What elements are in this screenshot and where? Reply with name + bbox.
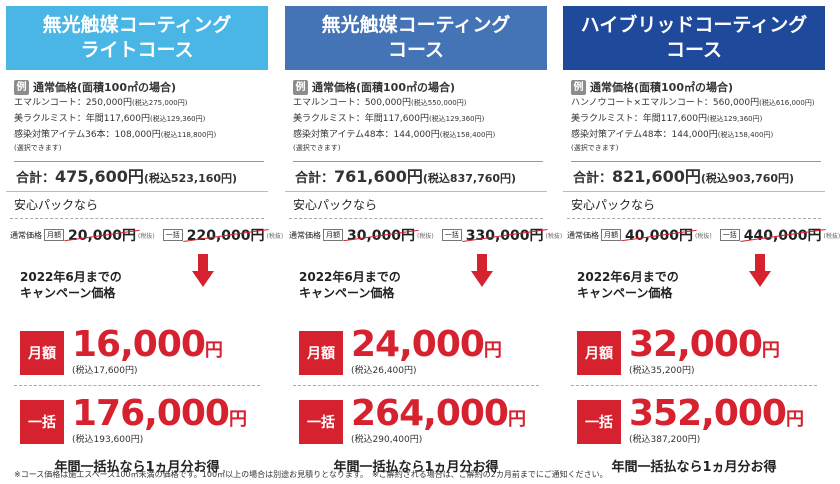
example-badge: 例 bbox=[293, 80, 308, 95]
item-tax: (税込616,000円) bbox=[759, 99, 815, 107]
monthly-label: 月額 bbox=[20, 331, 64, 375]
monthly-price-block: 月額 32,000円 (税込35,200円) bbox=[563, 317, 825, 385]
footnote: ※コース価格は施工スペース100㎡未満の価格です。100㎡以上の場合は別途お見積… bbox=[14, 470, 608, 479]
struck-lump-price: 220,000円 bbox=[185, 225, 267, 245]
standard-price-row: 通常価格 月額 30,000円 (税抜) 一括 330,000円 (税抜) bbox=[289, 218, 562, 245]
lump-label: 一括 bbox=[299, 400, 343, 444]
monthly-price-tax: (税込17,600円) bbox=[72, 366, 138, 376]
item-note: (選択できます) bbox=[293, 144, 341, 152]
lump-price: 176,000 bbox=[72, 393, 230, 434]
regular-price-breakdown: 例通常価格(面積100㎡の場合) エマルンコート：500,000円(税込550,… bbox=[285, 70, 547, 191]
item-line: 美ラクルミスト：年間117,600円 bbox=[14, 114, 150, 124]
standard-price-row: 通常価格 月額 40,000円 (税抜) 一括 440,000円 (税抜) bbox=[567, 218, 840, 245]
down-arrow-icon bbox=[749, 254, 771, 288]
item-line: エマルンコート：500,000円 bbox=[293, 98, 412, 108]
down-arrow-icon bbox=[471, 254, 493, 288]
divider bbox=[571, 385, 817, 386]
lump-price-block: 一括 264,000円 (税込290,400円) bbox=[285, 386, 547, 454]
lump-price: 352,000 bbox=[629, 393, 787, 434]
lump-price-tax: (税込193,600円) bbox=[72, 435, 144, 445]
item-line: 感染対策アイテム48本：144,000円 bbox=[293, 130, 440, 140]
safe-pack-label: 安心パックなら bbox=[285, 191, 547, 218]
standard-price-row: 通常価格 月額 20,000円 (税抜) 一括 220,000円 (税抜) bbox=[10, 218, 283, 245]
total-price: 合計：761,600円(税込837,760円) bbox=[293, 161, 543, 191]
lump-price-block: 一括 352,000円 (税込387,200円) bbox=[563, 386, 825, 454]
lump-price-block: 一括 176,000円 (税込193,600円) bbox=[6, 386, 268, 454]
lump-price-tax: (税込290,400円) bbox=[351, 435, 423, 445]
bonus-note: 年間一括払なら1ヵ月分お得 bbox=[333, 460, 499, 475]
monthly-price: 24,000 bbox=[351, 324, 485, 365]
item-tax: (税込550,000円) bbox=[411, 99, 467, 107]
total-price: 合計：821,600円(税込903,760円) bbox=[571, 161, 821, 191]
total-price: 合計：475,600円(税込523,160円) bbox=[14, 161, 264, 191]
lump-label: 一括 bbox=[577, 400, 621, 444]
example-badge: 例 bbox=[14, 80, 29, 95]
example-title: 通常価格(面積100㎡の場合) bbox=[33, 81, 177, 94]
regular-price-breakdown: 例通常価格(面積100㎡の場合) エマルンコート：250,000円(税込275,… bbox=[6, 70, 268, 191]
item-tax: (税込118,800円) bbox=[160, 131, 217, 139]
item-tax: (税込129,360円) bbox=[706, 115, 763, 123]
course-title: 無光触媒コーティング コース bbox=[285, 6, 547, 70]
item-tax: (税込129,360円) bbox=[149, 115, 206, 123]
item-tax: (税込158,400円) bbox=[439, 131, 496, 139]
regular-price-breakdown: 例通常価格(面積100㎡の場合) ハンノウコート×エマルンコート：560,000… bbox=[563, 70, 825, 191]
item-tax: (税込275,000円) bbox=[132, 99, 188, 107]
campaign-heading: 2022年6月までの キャンペーン価格 bbox=[285, 245, 547, 317]
lump-price-tax: (税込387,200円) bbox=[629, 435, 701, 445]
item-line: 感染対策アイテム36本：108,000円 bbox=[14, 130, 161, 140]
course-card-light: 無光触媒コーティング ライトコース 例通常価格(面積100㎡の場合) エマルンコ… bbox=[6, 6, 283, 475]
monthly-price-block: 月額 24,000円 (税込26,400円) bbox=[285, 317, 547, 385]
item-note: (選択できます) bbox=[14, 144, 62, 152]
item-line: 美ラクルミスト：年間117,600円 bbox=[571, 114, 707, 124]
item-line: 感染対策アイテム48本：144,000円 bbox=[571, 130, 718, 140]
down-arrow-icon bbox=[192, 254, 214, 288]
monthly-price-block: 月額 16,000円 (税込17,600円) bbox=[6, 317, 268, 385]
struck-monthly-price: 40,000円 bbox=[623, 225, 695, 245]
bonus-note: 年間一括払なら1ヵ月分お得 bbox=[54, 460, 220, 475]
lump-label: 一括 bbox=[20, 400, 64, 444]
struck-lump-price: 330,000円 bbox=[464, 225, 546, 245]
divider bbox=[14, 385, 260, 386]
monthly-label: 月額 bbox=[577, 331, 621, 375]
monthly-label: 月額 bbox=[299, 331, 343, 375]
campaign-heading: 2022年6月までの キャンペーン価格 bbox=[6, 245, 268, 317]
course-card-hybrid: ハイブリッドコーティング コース 例通常価格(面積100㎡の場合) ハンノウコー… bbox=[563, 6, 840, 475]
monthly-price: 16,000 bbox=[72, 324, 206, 365]
item-tax: (税込129,360円) bbox=[428, 115, 485, 123]
example-title: 通常価格(面積100㎡の場合) bbox=[312, 81, 456, 94]
example-title: 通常価格(面積100㎡の場合) bbox=[590, 81, 734, 94]
divider bbox=[293, 385, 539, 386]
item-line: エマルンコート：250,000円 bbox=[14, 98, 133, 108]
safe-pack-label: 安心パックなら bbox=[563, 191, 825, 218]
course-title: 無光触媒コーティング ライトコース bbox=[6, 6, 268, 70]
campaign-heading: 2022年6月までの キャンペーン価格 bbox=[563, 245, 825, 317]
item-line: ハンノウコート×エマルンコート：560,000円 bbox=[571, 98, 760, 108]
bonus-note: 年間一括払なら1ヵ月分お得 bbox=[611, 460, 777, 475]
lump-price: 264,000 bbox=[351, 393, 509, 434]
item-note: (選択できます) bbox=[571, 144, 619, 152]
course-card-standard: 無光触媒コーティング コース 例通常価格(面積100㎡の場合) エマルンコート：… bbox=[285, 6, 562, 475]
item-line: 美ラクルミスト：年間117,600円 bbox=[293, 114, 429, 124]
monthly-price-tax: (税込35,200円) bbox=[629, 366, 695, 376]
monthly-price-tax: (税込26,400円) bbox=[351, 366, 417, 376]
struck-lump-price: 440,000円 bbox=[742, 225, 824, 245]
monthly-price: 32,000 bbox=[629, 324, 763, 365]
struck-monthly-price: 20,000円 bbox=[66, 225, 138, 245]
struck-monthly-price: 30,000円 bbox=[345, 225, 417, 245]
item-tax: (税込158,400円) bbox=[717, 131, 774, 139]
example-badge: 例 bbox=[571, 80, 586, 95]
safe-pack-label: 安心パックなら bbox=[6, 191, 268, 218]
course-title: ハイブリッドコーティング コース bbox=[563, 6, 825, 70]
